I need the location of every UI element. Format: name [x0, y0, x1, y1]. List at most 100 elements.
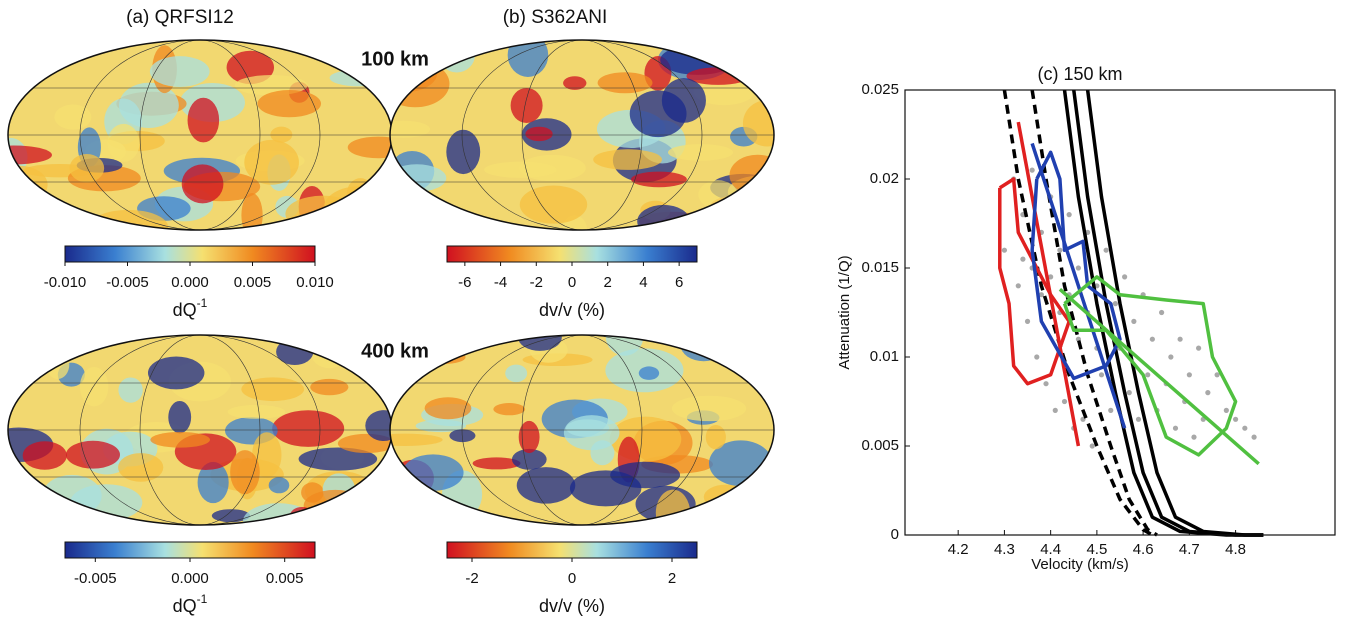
colorbar-label: dv/v (%)	[539, 596, 605, 616]
scatter-point	[1214, 372, 1220, 378]
map-outline	[389, 334, 775, 526]
map-blob	[563, 415, 620, 451]
map-blob	[8, 145, 52, 165]
colorbar-tick-label: 0.005	[266, 570, 304, 587]
map-blob	[562, 215, 587, 230]
map-blob	[8, 484, 35, 506]
curve	[1030, 142, 1127, 429]
scatter-point	[1061, 398, 1068, 405]
map-blob	[168, 400, 192, 434]
map-blob	[727, 40, 756, 54]
y-axis-label: Attenuation (1/Q)	[836, 255, 853, 369]
map-blob	[268, 477, 290, 494]
scatter-point	[1242, 425, 1248, 431]
map-blob	[230, 450, 260, 495]
map	[390, 40, 774, 230]
map-blob	[729, 154, 774, 196]
scatter-point	[1015, 283, 1021, 289]
y-tick-label: 0.015	[861, 259, 899, 276]
map	[8, 335, 392, 525]
map-blob	[187, 97, 220, 143]
scatter-point	[1135, 416, 1142, 422]
scatter-point	[1098, 372, 1105, 378]
map-blob	[735, 346, 774, 382]
scatter-point	[1196, 345, 1202, 351]
scatter-point	[1048, 274, 1054, 280]
scatter-point	[1159, 309, 1165, 316]
map-blob	[310, 335, 349, 369]
map-blob	[424, 397, 472, 420]
map-blob	[150, 431, 210, 448]
map-blob	[705, 424, 726, 450]
y-tick-label: 0.005	[861, 437, 899, 454]
map-blob	[563, 76, 587, 90]
map-blob	[54, 104, 92, 130]
map-blob	[742, 100, 774, 147]
scatter-point	[1131, 318, 1137, 324]
map-blob	[569, 470, 642, 507]
map-blob	[285, 195, 360, 230]
x-tick-label: 4.2	[948, 541, 969, 558]
scatter-point	[1186, 372, 1192, 378]
map-blob	[518, 420, 540, 454]
depth-label: 100 km	[361, 48, 429, 70]
colorbar-label: dQ-1	[173, 296, 208, 320]
curve	[1030, 150, 1122, 381]
colorbar-tick-label: 0.000	[171, 570, 209, 587]
map-blob	[289, 506, 315, 525]
label-base: dv/v (%)	[539, 300, 605, 320]
map-graticule	[521, 335, 643, 525]
map-blob	[631, 171, 687, 188]
map-graticule	[79, 40, 321, 230]
curve	[998, 177, 1071, 386]
y-tick-label: 0.02	[870, 170, 899, 187]
map-blob	[390, 40, 416, 49]
map-blob	[118, 453, 164, 482]
map-blob	[107, 123, 140, 162]
scatter-point	[1057, 247, 1063, 253]
map-blob	[511, 448, 547, 470]
colorbar-tick-label: -0.010	[44, 274, 87, 291]
colorbar	[446, 541, 698, 559]
map-blob	[181, 164, 224, 204]
scatter-point	[1251, 434, 1257, 440]
colorbar-tick-label: 0.010	[296, 274, 334, 291]
map-blob	[593, 149, 662, 170]
label-base: dv/v (%)	[539, 596, 605, 616]
map-blob	[638, 366, 660, 380]
x-tick-label: 4.3	[994, 541, 1015, 558]
map-blob	[147, 356, 205, 390]
scatter-point	[1029, 167, 1035, 173]
colorbar-tick-label: 0.000	[171, 274, 209, 291]
y-tick-label: 0.01	[870, 348, 899, 365]
map-blob	[270, 126, 293, 143]
map-blob	[227, 404, 286, 419]
scatter-point	[1108, 407, 1114, 413]
map-blob	[671, 395, 747, 422]
scatter-point	[1205, 390, 1211, 396]
x-axis-label: Velocity (km/s)	[1031, 556, 1129, 573]
colorbar-tick-label: -0.005	[74, 570, 117, 587]
panel-title: (b) S362ANI	[503, 7, 608, 28]
map-blob	[519, 185, 588, 224]
map-blob	[11, 57, 37, 74]
map-graticule	[79, 335, 321, 525]
map-blob	[667, 144, 734, 161]
colorbar-tick-label: -4	[494, 274, 507, 291]
map-blob	[484, 161, 557, 178]
colorbar-tick-label: -6	[458, 274, 471, 291]
map-blob	[272, 410, 345, 447]
map-blob	[79, 367, 109, 407]
x-tick-label: 4.6	[1133, 541, 1154, 558]
label-base: dQ	[173, 300, 197, 320]
colorbar-tick-label: 2	[668, 570, 676, 587]
map	[8, 40, 392, 230]
map-blob	[42, 474, 102, 517]
scatter-point	[1075, 265, 1081, 271]
map-blob	[446, 129, 481, 175]
map-blob	[8, 205, 29, 225]
map-blob	[303, 489, 368, 522]
map-blob	[516, 467, 576, 504]
map-blob	[510, 87, 543, 123]
map-blob	[298, 447, 378, 471]
